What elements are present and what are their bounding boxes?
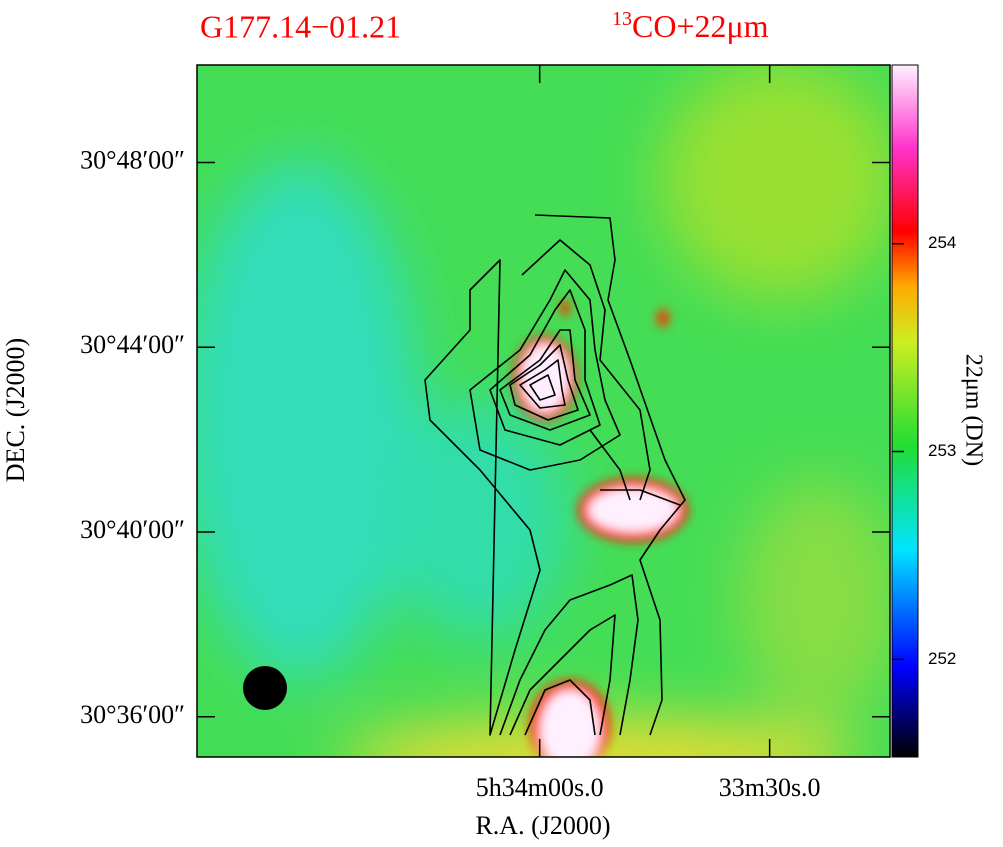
chart-subtitle: 13CO+22μm — [612, 8, 769, 45]
subtitle-sup: 13 — [612, 8, 632, 30]
y-tick-label: 30°40′00″ — [80, 515, 185, 544]
image — [197, 65, 890, 757]
x-axis-label: R.A. (J2000) — [475, 811, 610, 840]
y-axis-label: DEC. (J2000) — [1, 338, 30, 482]
subtitle-text: CO+22μm — [632, 8, 769, 44]
chart-title: G177.14−01.21 — [200, 8, 401, 44]
colorbar-tick-label: 253 — [928, 441, 956, 460]
y-tick-label: 30°36′00″ — [80, 700, 185, 729]
beam — [243, 666, 287, 710]
y-tick-label: 30°48′00″ — [80, 145, 185, 174]
x-tick-label: 5h34m00s.0 — [476, 773, 604, 802]
y-tick-label: 30°44′00″ — [80, 330, 185, 359]
colorbar-label: 22μm (DN) — [960, 354, 986, 466]
colorbar — [891, 64, 919, 758]
frame — [196, 64, 891, 758]
x-tick-label: 33m30s.0 — [719, 773, 821, 802]
contours — [424, 214, 686, 736]
colorbar-tick-label: 252 — [928, 649, 956, 668]
colorbar-tick-label: 254 — [928, 233, 956, 252]
